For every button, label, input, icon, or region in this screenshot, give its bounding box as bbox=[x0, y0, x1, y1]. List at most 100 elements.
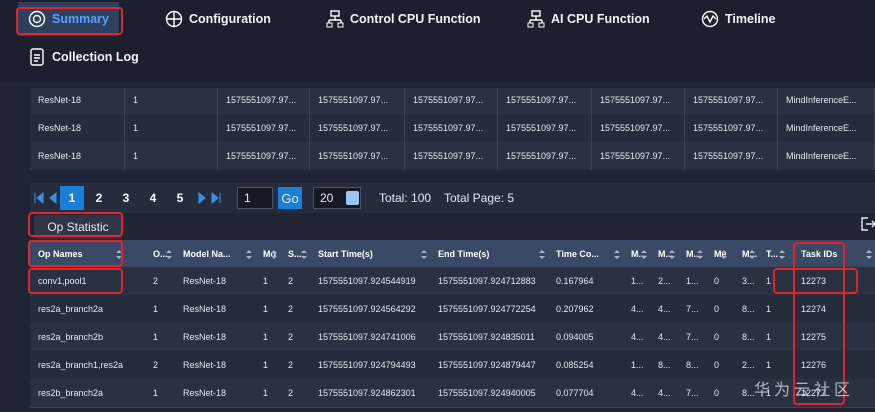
sort-icon[interactable] bbox=[539, 250, 545, 259]
table-cell: res2b_branch2a bbox=[38, 388, 104, 398]
page-button[interactable]: 1 bbox=[60, 186, 84, 210]
first-page[interactable] bbox=[33, 192, 45, 204]
table-row: res2a_branch2b 1 ResNet-18 1 2 1575551097.924… bbox=[30, 323, 875, 352]
table-cell: 0 bbox=[714, 304, 720, 314]
table-cell: ResNet-18 bbox=[30, 142, 125, 170]
tab-icon bbox=[165, 10, 183, 28]
column-header[interactable]: M... bbox=[658, 248, 675, 259]
table-row: res2a_branch2a 1 ResNet-18 1 2 1575551097.924… bbox=[30, 295, 875, 324]
table-cell: MindInferenceE... bbox=[778, 142, 875, 170]
table-cell: 8... bbox=[686, 360, 699, 370]
sort-icon[interactable] bbox=[697, 250, 703, 259]
column-header[interactable]: Model Na... bbox=[175, 240, 255, 267]
table-cell: 1575551097.97... bbox=[685, 114, 778, 142]
table-cell: 1 bbox=[125, 88, 218, 114]
top-table: ResNet-18 1 1575551097.97... 1575551097.97.… bbox=[30, 88, 875, 170]
next-page[interactable] bbox=[196, 192, 208, 204]
table-cell: 1575551097.924862301 bbox=[318, 388, 416, 398]
sort-icon[interactable] bbox=[246, 250, 252, 259]
page-button[interactable]: 4 bbox=[149, 191, 157, 205]
column-header[interactable]: M... bbox=[686, 248, 703, 259]
column-header[interactable]: Start Time(s) bbox=[310, 240, 430, 267]
prev-page[interactable] bbox=[47, 192, 59, 204]
table-cell: 1 bbox=[766, 360, 772, 370]
table-cell: 1575551097.97... bbox=[218, 142, 310, 170]
nav-tab[interactable]: Timeline bbox=[701, 0, 775, 38]
table-cell: 1 bbox=[766, 276, 772, 286]
column-header[interactable]: Time Co... bbox=[548, 240, 623, 267]
table-cell: 4... bbox=[631, 332, 644, 342]
table-cell: 1575551097.97... bbox=[405, 142, 498, 170]
table-cell: 1575551097.924741006 bbox=[318, 332, 416, 342]
column-header[interactable]: T... bbox=[758, 240, 788, 267]
column-header[interactable]: M... bbox=[742, 248, 757, 259]
table-cell: 7... bbox=[686, 388, 699, 398]
sort-icon[interactable] bbox=[721, 250, 727, 259]
nav-tab[interactable]: Control CPU Function bbox=[326, 0, 481, 38]
table-cell: 2... bbox=[658, 276, 671, 286]
nav-tab[interactable]: AI CPU Function bbox=[527, 0, 650, 38]
column-header[interactable]: S... bbox=[280, 240, 310, 267]
last-page[interactable] bbox=[210, 192, 222, 204]
sort-icon[interactable] bbox=[116, 250, 122, 259]
table-cell: 0.207962 bbox=[556, 304, 594, 314]
table-cell: 1575551097.97... bbox=[685, 88, 778, 114]
table-cell: ResNet-18 bbox=[183, 304, 227, 314]
table-cell: 1575551097.97... bbox=[498, 88, 592, 114]
table-cell: 1575551097.97... bbox=[592, 114, 685, 142]
table-cell: 1575551097.924835011 bbox=[438, 332, 535, 342]
sort-icon[interactable] bbox=[271, 250, 277, 259]
sort-icon[interactable] bbox=[166, 250, 172, 259]
nav-bar: Summary Configuration Control CPU Function… bbox=[0, 0, 875, 82]
exit-icon[interactable] bbox=[860, 216, 875, 232]
column-header[interactable]: Me bbox=[714, 248, 727, 259]
nav-tab[interactable]: Collection Log bbox=[28, 38, 139, 76]
sort-icon[interactable] bbox=[749, 250, 755, 259]
table-cell: 2 bbox=[288, 360, 294, 370]
column-header[interactable]: M... bbox=[631, 248, 647, 259]
nav-tab[interactable]: Summary bbox=[18, 2, 119, 36]
sort-icon[interactable] bbox=[866, 250, 872, 259]
page-size-select[interactable]: 20 bbox=[313, 187, 361, 209]
sort-icon[interactable] bbox=[779, 250, 785, 259]
table-cell: 2 bbox=[153, 360, 159, 370]
sort-icon[interactable] bbox=[614, 250, 620, 259]
table-cell: 1575551097.924712883 bbox=[438, 276, 536, 286]
column-header[interactable]: End Time(s) bbox=[430, 240, 548, 267]
page-button[interactable]: 2 bbox=[95, 191, 103, 205]
table-cell: 1575551097.924940005 bbox=[438, 388, 536, 398]
table-cell: 8... bbox=[742, 388, 755, 398]
table-cell: 0 bbox=[714, 360, 720, 370]
go-button[interactable]: Go bbox=[278, 187, 302, 209]
table-cell: 8... bbox=[658, 360, 671, 370]
table-cell: 7... bbox=[686, 304, 699, 314]
op-statistic-button[interactable]: Op Statistic bbox=[34, 215, 122, 239]
sort-icon[interactable] bbox=[421, 250, 427, 259]
column-header[interactable]: Task IDs bbox=[793, 240, 875, 267]
page-button[interactable]: 3 bbox=[122, 191, 130, 205]
section-bar: Op Statistic bbox=[30, 213, 875, 241]
tab-icon bbox=[701, 10, 719, 28]
table-cell: 1 bbox=[125, 114, 218, 142]
table-cell: 1 bbox=[125, 142, 218, 170]
tab-icon bbox=[30, 48, 44, 66]
sort-icon[interactable] bbox=[301, 250, 307, 259]
tab-icon bbox=[527, 10, 545, 28]
table-cell: 1575551097.924879447 bbox=[438, 360, 536, 370]
page-button[interactable]: 5 bbox=[176, 191, 184, 205]
watermark: 华为云社区 bbox=[754, 382, 855, 399]
nav-tab[interactable]: Configuration bbox=[165, 0, 271, 38]
column-header[interactable]: O... bbox=[145, 240, 175, 267]
column-header[interactable]: Mo bbox=[263, 248, 277, 259]
table-cell: 1... bbox=[686, 276, 699, 286]
op-table: Op Names O... Model Na... Mo S... Start Time(… bbox=[30, 240, 875, 412]
sort-icon[interactable] bbox=[641, 250, 647, 259]
table-cell: 1575551097.97... bbox=[310, 88, 405, 114]
table-cell: 0 bbox=[714, 276, 720, 286]
page-input[interactable]: 1 bbox=[237, 187, 273, 209]
table-cell: 1575551097.97... bbox=[218, 114, 310, 142]
sort-icon[interactable] bbox=[669, 250, 675, 259]
table-cell: 2 bbox=[288, 388, 294, 398]
column-header[interactable]: Op Names bbox=[30, 240, 125, 267]
